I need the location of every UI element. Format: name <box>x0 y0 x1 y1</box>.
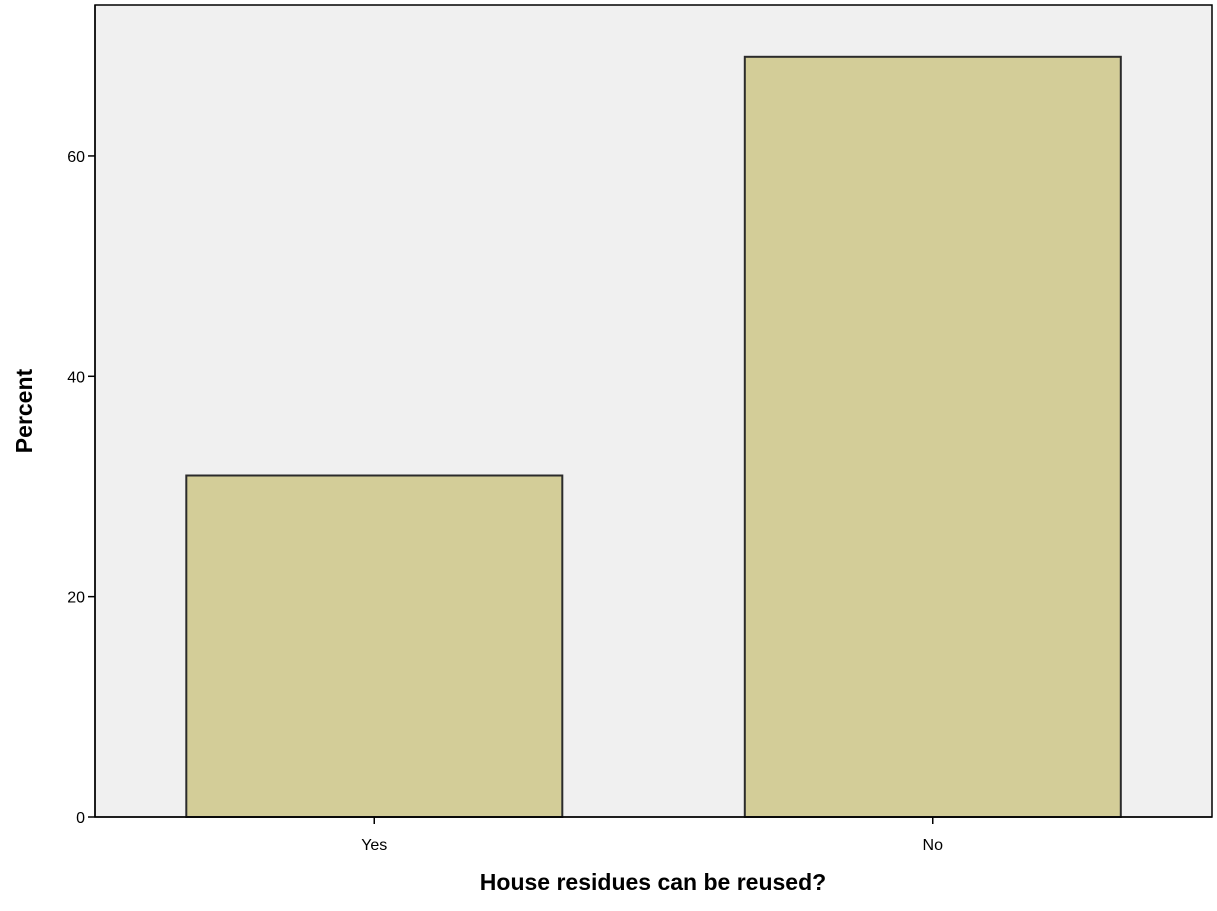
bar-yes <box>185 474 564 818</box>
y-ticks-group: 0 20 40 60 <box>67 149 95 827</box>
x-ticks-group: Yes No <box>361 817 943 854</box>
y-axis-title: Percent <box>11 368 37 453</box>
y-tick-label: 20 <box>67 590 85 607</box>
y-tick-label: 40 <box>67 369 85 386</box>
bar-no <box>743 55 1122 819</box>
axes-group <box>94 5 1212 818</box>
y-tick-label: 60 <box>67 149 85 166</box>
x-tick-label: No <box>923 837 944 854</box>
bars-group <box>185 55 1122 819</box>
y-tick-label: 0 <box>76 810 85 827</box>
x-tick-label: Yes <box>361 837 387 854</box>
x-axis-title: House residues can be reused? <box>480 869 826 895</box>
